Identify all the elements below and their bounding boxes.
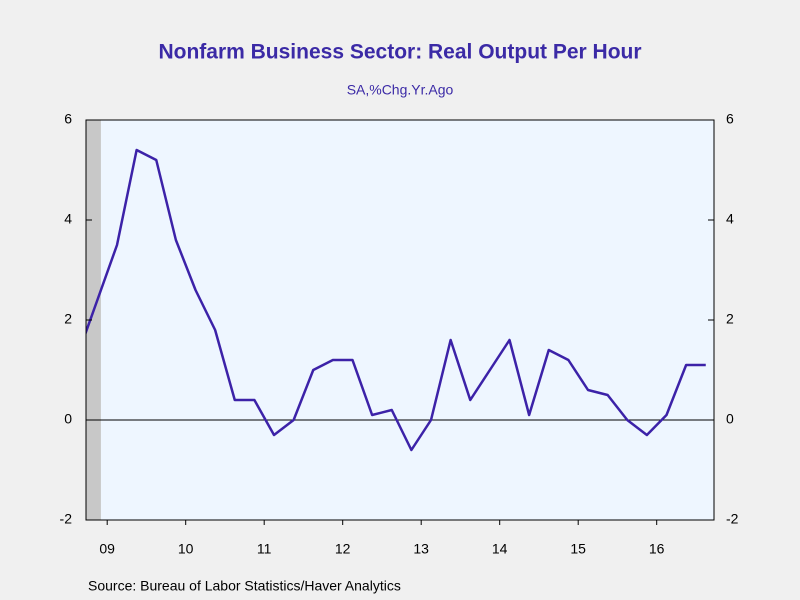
y-tick-label: 4 xyxy=(64,211,72,227)
y2-tick-label: 2 xyxy=(726,311,734,327)
plot-area xyxy=(86,120,714,520)
y-tick-label: -2 xyxy=(60,511,73,527)
y-tick-label: 0 xyxy=(64,411,72,427)
data-line xyxy=(86,148,706,452)
x-tick-label: 13 xyxy=(413,541,429,557)
y2-tick-label: -2 xyxy=(726,511,739,527)
x-tick-label: 10 xyxy=(178,541,194,557)
source-note: Source: Bureau of Labor Statistics/Haver… xyxy=(88,578,401,594)
y-tick-label: 2 xyxy=(64,311,72,327)
x-tick-label: 14 xyxy=(492,541,508,557)
x-tick-label: 12 xyxy=(335,541,351,557)
y2-tick-label: 4 xyxy=(726,211,734,227)
y2-tick-label: 0 xyxy=(726,411,734,427)
x-tick-label: 16 xyxy=(649,541,665,557)
plot-frame xyxy=(85,119,715,521)
chart-subtitle: SA,%Chg.Yr.Ago xyxy=(347,82,454,98)
x-tick-label: 09 xyxy=(99,541,115,557)
chart-title: Nonfarm Business Sector: Real Output Per… xyxy=(158,41,641,64)
x-tick-label: 15 xyxy=(570,541,586,557)
y-tick-label: 6 xyxy=(64,111,72,127)
x-tick-label: 11 xyxy=(257,541,272,557)
axes-layer: -2 0 2 4 6 -2 0 2 4 6 09 10 11 12 13 14 15 16 xyxy=(60,111,739,557)
y2-tick-label: 6 xyxy=(726,111,734,127)
